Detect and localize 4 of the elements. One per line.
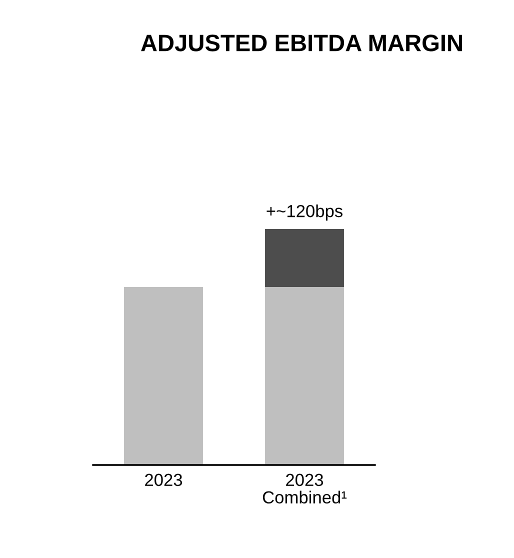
x-tick-label: 2023 Combined¹ <box>262 474 347 504</box>
chart-title: ADJUSTED EBITDA MARGIN <box>141 34 462 52</box>
x-tick-label: 2023 <box>145 474 182 486</box>
annotation: +~120bps <box>266 204 342 221</box>
